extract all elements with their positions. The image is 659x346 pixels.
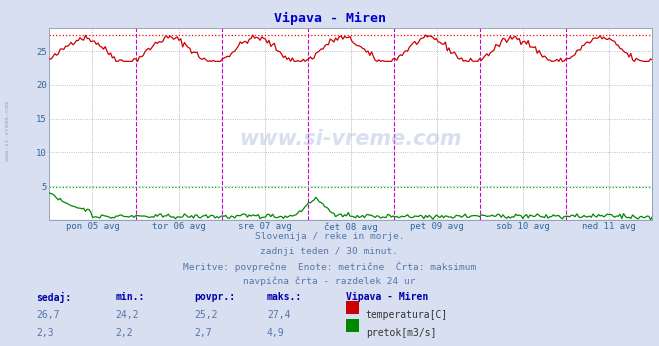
Text: min.:: min.: — [115, 292, 145, 302]
Text: Vipava - Miren: Vipava - Miren — [346, 292, 428, 302]
Text: temperatura[C]: temperatura[C] — [366, 310, 448, 320]
Text: 27,4: 27,4 — [267, 310, 291, 320]
Text: sedaj:: sedaj: — [36, 292, 71, 303]
Text: 2,3: 2,3 — [36, 328, 54, 338]
Text: 24,2: 24,2 — [115, 310, 139, 320]
Text: 26,7: 26,7 — [36, 310, 60, 320]
Text: 25,2: 25,2 — [194, 310, 218, 320]
Text: maks.:: maks.: — [267, 292, 302, 302]
Text: Meritve: povprečne  Enote: metrične  Črta: maksimum: Meritve: povprečne Enote: metrične Črta:… — [183, 262, 476, 272]
Text: www.si-vreme.com: www.si-vreme.com — [5, 101, 11, 162]
Text: 2,7: 2,7 — [194, 328, 212, 338]
Text: zadnji teden / 30 minut.: zadnji teden / 30 minut. — [260, 247, 399, 256]
Text: 2,2: 2,2 — [115, 328, 133, 338]
Text: www.si-vreme.com: www.si-vreme.com — [240, 129, 462, 149]
Text: Slovenija / reke in morje.: Slovenija / reke in morje. — [255, 232, 404, 241]
Text: 4,9: 4,9 — [267, 328, 285, 338]
Text: povpr.:: povpr.: — [194, 292, 235, 302]
Text: pretok[m3/s]: pretok[m3/s] — [366, 328, 436, 338]
Text: Vipava - Miren: Vipava - Miren — [273, 12, 386, 25]
Text: navpična črta - razdelek 24 ur: navpična črta - razdelek 24 ur — [243, 276, 416, 286]
